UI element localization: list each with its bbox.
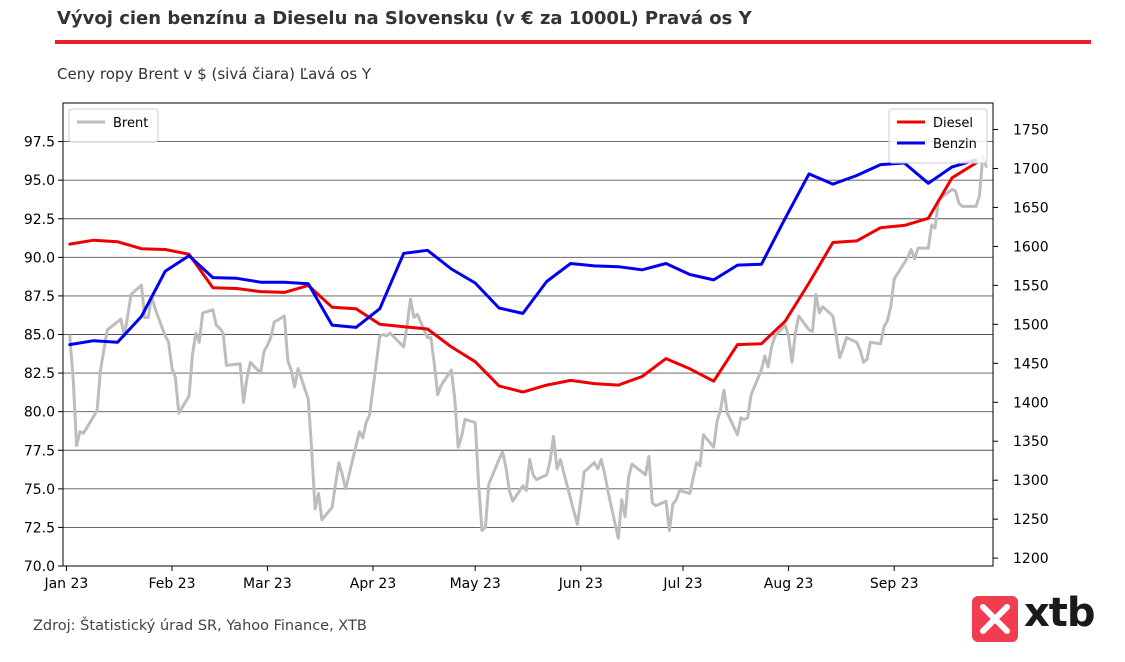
line-chart: Jan 23 Feb 23 Mar 23 Apr 23 May 23 Jun 23 Jul … bbox=[24, 102, 1049, 592]
y-left-tick-label: 85.0 bbox=[24, 328, 55, 344]
series-lines bbox=[68, 154, 988, 540]
y-left-tick-label: 77.5 bbox=[24, 443, 55, 459]
xtb-logo-text: xtb bbox=[1024, 590, 1096, 636]
y-left-tick-label: 92.5 bbox=[24, 212, 55, 228]
legend-label-diesel: Diesel bbox=[933, 116, 973, 131]
x-tick-label: Mar 23 bbox=[243, 576, 292, 592]
x-tick-label: Apr 23 bbox=[350, 576, 396, 592]
x-tick-label: Sep 23 bbox=[870, 576, 919, 592]
y-left-tick-label: 70.0 bbox=[24, 559, 55, 575]
y-left-tick-label: 97.5 bbox=[24, 135, 55, 151]
x-tick-label: Jan 23 bbox=[43, 576, 88, 592]
y-left-tick-label: 72.5 bbox=[24, 520, 55, 536]
y-right-tick-label: 1600 bbox=[1013, 239, 1049, 255]
y-right-tick-label: 1350 bbox=[1013, 434, 1049, 450]
source-note: Zdroj: Štatistický úrad SR, Yahoo Financ… bbox=[33, 618, 367, 634]
legend-label-brent: Brent bbox=[113, 116, 148, 131]
xtb-logo: xtb bbox=[972, 590, 1102, 644]
y-left-tick-label: 75.0 bbox=[24, 482, 55, 498]
x-tick-label: Jun 23 bbox=[558, 576, 603, 592]
y-axis-right: 1200 1250 1300 1350 1400 1450 1500 1550 1600 1650… bbox=[993, 122, 1049, 567]
x-axis: Jan 23 Feb 23 Mar 23 Apr 23 May 23 Jun 23 Jul … bbox=[43, 566, 919, 592]
x-tick-label: Jul 23 bbox=[662, 576, 702, 592]
series-line-diesel bbox=[68, 161, 978, 394]
grid-lines bbox=[63, 141, 993, 567]
y-left-tick-label: 90.0 bbox=[24, 250, 55, 266]
y-right-tick-label: 1750 bbox=[1013, 122, 1049, 138]
y-right-tick-label: 1250 bbox=[1013, 512, 1049, 528]
y-right-tick-label: 1450 bbox=[1013, 356, 1049, 372]
legend-label-benzin: Benzin bbox=[933, 137, 977, 152]
x-tick-label: May 23 bbox=[450, 576, 501, 592]
y-left-tick-label: 80.0 bbox=[24, 405, 55, 421]
x-tick-label: Aug 23 bbox=[764, 576, 814, 592]
y-right-tick-label: 1200 bbox=[1013, 551, 1049, 567]
series-line-brent bbox=[68, 154, 988, 540]
y-right-tick-label: 1500 bbox=[1013, 317, 1049, 333]
xtb-logo-mark-icon bbox=[972, 596, 1018, 642]
y-axis-left: 70.0 72.5 75.0 77.5 80.0 82.5 85.0 87.5 90.0 92.5… bbox=[24, 135, 63, 575]
y-left-tick-label: 95.0 bbox=[24, 173, 55, 189]
y-left-tick-label: 82.5 bbox=[24, 366, 55, 382]
legend-box-top-left bbox=[68, 108, 159, 143]
y-right-tick-label: 1550 bbox=[1013, 278, 1049, 294]
y-left-tick-label: 87.5 bbox=[24, 289, 55, 305]
chart-subtitle: Ceny ropy Brent v $ (sivá čiara) Ľavá os… bbox=[57, 65, 372, 83]
chart-title: Vývoj cien benzínu a Dieselu na Slovensk… bbox=[57, 8, 752, 29]
series-line-benzin bbox=[68, 158, 978, 347]
y-right-tick-label: 1300 bbox=[1013, 473, 1049, 489]
y-right-tick-label: 1650 bbox=[1013, 200, 1049, 216]
title-divider bbox=[55, 40, 1091, 44]
y-right-tick-label: 1400 bbox=[1013, 395, 1049, 411]
legends: Brent Diesel Benzin bbox=[68, 108, 988, 164]
x-tick-label: Feb 23 bbox=[148, 576, 195, 592]
y-right-tick-label: 1700 bbox=[1013, 161, 1049, 177]
